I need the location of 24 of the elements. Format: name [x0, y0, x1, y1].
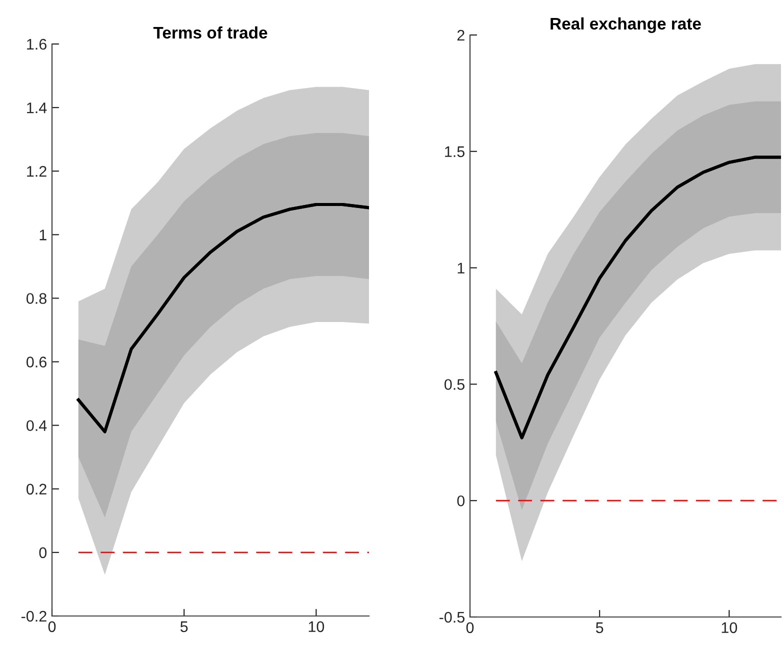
x-tick-label: 5 [596, 622, 604, 634]
y-tick-label: 0.6 [26, 356, 46, 368]
y-tick-label: -0.5 [439, 612, 464, 623]
y-tick-label: 1.5 [445, 146, 464, 158]
y-tick-label: -0.2 [21, 610, 46, 622]
y-tick-label: 1.4 [27, 102, 47, 114]
y-tick-label: 0.2 [26, 484, 46, 495]
y-tick-label: 0.4 [26, 420, 47, 432]
x-tick-label: 10 [308, 621, 324, 632]
y-tick-label: 1 [40, 230, 46, 240]
y-tick-label: 0 [39, 547, 47, 558]
chart-title: Real exchange rate [550, 17, 701, 33]
y-tick-label: 1.2 [27, 166, 46, 177]
x-tick-label: 5 [180, 621, 188, 632]
chart-title: Terms of trade [153, 26, 268, 39]
x-tick-label: 10 [722, 622, 738, 634]
y-tick-label: 0 [457, 495, 465, 506]
x-tick-label: 0 [466, 622, 474, 634]
y-tick-label: 1.6 [27, 38, 46, 50]
y-tick-label: 1 [458, 262, 464, 274]
x-tick-label: 0 [48, 621, 56, 632]
y-tick-label: 2 [457, 30, 464, 41]
y-tick-label: 0.5 [444, 379, 464, 390]
y-tick-label: 0.8 [26, 293, 46, 304]
